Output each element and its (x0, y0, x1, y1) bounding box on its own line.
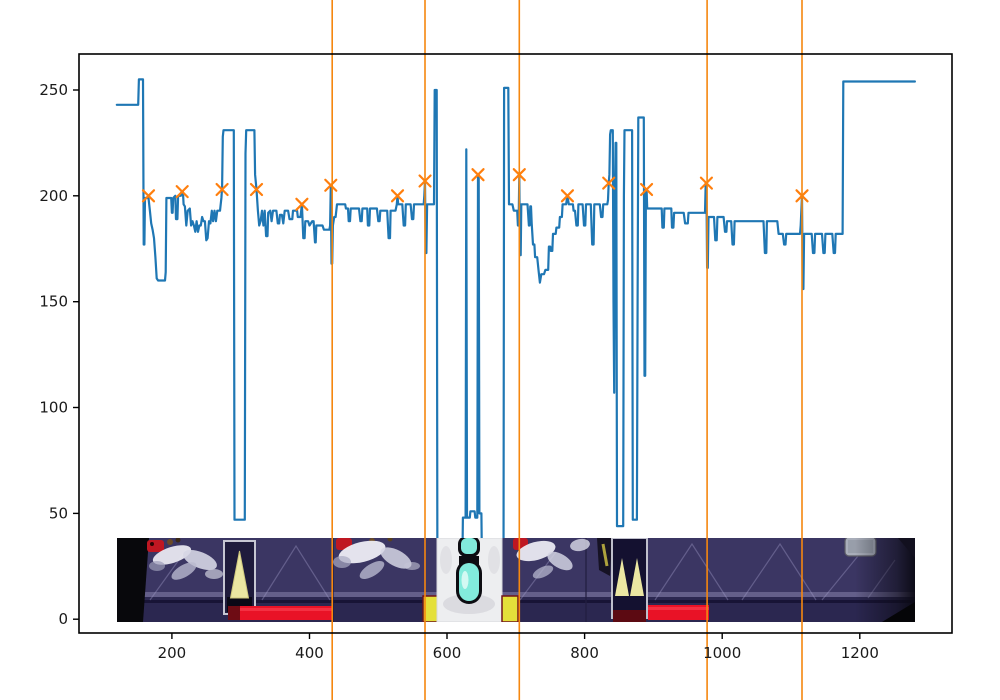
y-tick-label: 0 (58, 610, 68, 628)
x-tick-label: 600 (433, 644, 462, 662)
y-tick-label: 250 (39, 81, 68, 99)
cyan-character (456, 538, 482, 604)
top-right-dark-corner (898, 538, 915, 558)
yellow-square-2 (501, 595, 519, 622)
x-tick-label: 200 (158, 644, 187, 662)
axes: 200 400 600 800 1000 1200 0 50 100 150 200 250 (39, 53, 953, 662)
y-tick-label: 200 (39, 187, 68, 205)
x-tick-label: 1000 (703, 644, 741, 662)
x-tick-label: 1200 (841, 644, 879, 662)
yellow-arrow-triangle-1 (615, 558, 629, 596)
debris-dot (167, 539, 173, 545)
pixel-intensity-profile (115, 78, 917, 579)
arrow-panel-right (611, 538, 648, 619)
peak-marker-x (295, 197, 309, 211)
peak-marker-x (390, 189, 405, 203)
plot-spines (78, 53, 953, 634)
peak-marker-x (560, 189, 575, 203)
red-bar-highlight (240, 608, 333, 611)
right-shadow (855, 538, 915, 622)
peak-marker-x (324, 178, 338, 192)
y-tick-label: 150 (39, 293, 68, 311)
peak-marker-x (141, 189, 156, 203)
debris-dot (175, 538, 181, 543)
x-tick-label: 800 (570, 644, 599, 662)
yellow-stripe (601, 543, 609, 567)
character-panel (436, 538, 503, 622)
red-bar-highlight (648, 607, 709, 610)
smoke-swirl-3 (516, 538, 590, 579)
left-black-wedge (117, 538, 149, 622)
peak-marker-x (249, 182, 264, 197)
red-blob-1 (147, 540, 164, 552)
peak-marker-x (215, 182, 229, 197)
detection-vlines (331, 0, 803, 700)
red-bar-left-dark (228, 606, 240, 620)
x-tick-label: 400 (295, 644, 324, 662)
peak-marker-x (175, 185, 189, 199)
smoke-swirl-2 (333, 540, 420, 579)
intensity-line (115, 78, 917, 579)
yellow-arrow-triangle (229, 550, 250, 599)
yellow-arrow-triangle-2 (630, 558, 644, 596)
peak-marker-x (471, 168, 485, 182)
blob-spot (150, 542, 154, 546)
road-light-band (117, 592, 915, 597)
bottom-right-black-wedge (882, 602, 915, 622)
debris-dot (387, 538, 393, 542)
y-tick-label: 50 (49, 504, 68, 522)
y-tick-label: 100 (39, 399, 68, 417)
peak-marker-x (602, 176, 616, 190)
peak-marker-x (639, 182, 654, 197)
red-bar-right-dark (613, 610, 646, 622)
smoke-swirl-1 (149, 545, 223, 580)
game-frame-strip (117, 538, 915, 622)
